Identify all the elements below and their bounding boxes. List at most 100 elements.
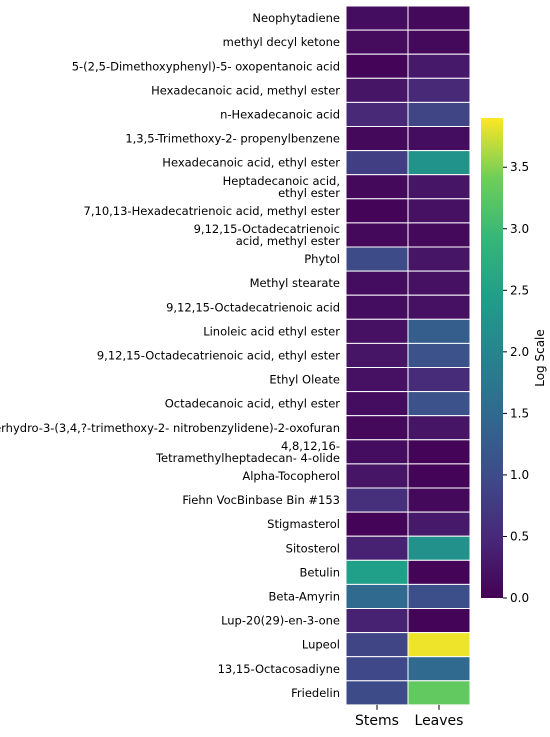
row-label: Heptadecanoic acid, ethyl ester xyxy=(223,174,341,200)
heatmap-cell xyxy=(345,246,409,272)
heatmap-cell xyxy=(345,656,409,682)
row-label: Alpha-Tocopherol xyxy=(242,469,340,483)
colorbar-tick-label: 2.0 xyxy=(510,345,529,359)
row-label: methyl decyl ketone xyxy=(223,35,340,49)
heatmap-cell xyxy=(407,535,471,561)
colorbar-tick-label: 1.0 xyxy=(510,468,529,482)
heatmap-cell xyxy=(345,415,409,441)
column-labels: Stems Leaves xyxy=(355,704,464,729)
heatmap-cell xyxy=(345,174,409,200)
row-label-line: Heptadecanoic acid, xyxy=(223,174,340,188)
heatmap-cell xyxy=(345,29,409,55)
heatmap-cell xyxy=(407,270,471,296)
row-label: Betulin xyxy=(300,565,340,579)
row-label: Lupeol xyxy=(302,638,340,652)
row-label: Ethyl Oleate xyxy=(269,373,340,387)
row-label: Perhydro-3-(3,4,?-trimethoxy-2- nitroben… xyxy=(0,421,340,435)
heatmap-cell xyxy=(407,294,471,320)
heatmap-cell xyxy=(345,318,409,344)
colorbar-tick-label: 0.5 xyxy=(510,529,529,543)
heatmap-cell xyxy=(407,222,471,248)
heatmap-cell xyxy=(345,535,409,561)
heatmap-cell xyxy=(345,342,409,368)
heatmap-cell xyxy=(345,150,409,176)
row-label: 9,12,15-Octadecatrienoic acid, methyl est… xyxy=(194,222,341,248)
heatmap-cell xyxy=(407,415,471,441)
heatmap-cell xyxy=(345,198,409,224)
heatmap-cell xyxy=(407,246,471,272)
heatmap-cell xyxy=(407,318,471,344)
heatmap-cell xyxy=(407,342,471,368)
row-label-line: 9,12,15-Octadecatrienoic xyxy=(194,222,340,236)
heatmap-cell xyxy=(407,680,471,706)
heatmap-cell xyxy=(345,222,409,248)
heatmap-cell xyxy=(407,126,471,152)
row-label: n-Hexadecanoic acid xyxy=(220,107,340,121)
row-label: Methyl stearate xyxy=(250,276,340,290)
heatmap-cell xyxy=(345,367,409,393)
heatmap-cell xyxy=(345,559,409,585)
row-label-line: ethyl ester xyxy=(278,186,340,200)
heatmap-cell xyxy=(407,583,471,610)
heatmap-cell xyxy=(345,680,409,706)
colorbar-tick-label: 3.0 xyxy=(510,222,529,236)
heatmap-cell xyxy=(407,608,471,634)
row-label: 7,10,13-Hexadecatrienoic acid, methyl es… xyxy=(84,204,341,218)
heatmap-cell xyxy=(407,487,471,513)
heatmap-cell xyxy=(345,583,409,610)
heatmap-cell xyxy=(407,632,471,658)
heatmap-cell xyxy=(407,198,471,224)
row-label-line: acid, methyl ester xyxy=(236,234,341,248)
heatmap-cell xyxy=(407,101,471,128)
row-label: Fiehn VocBinbase Bin #153 xyxy=(182,493,340,507)
heatmap-cell xyxy=(345,126,409,152)
row-label: Octadecanoic acid, ethyl ester xyxy=(165,397,341,411)
heatmap-cell xyxy=(345,294,409,320)
row-label: Beta-Amyrin xyxy=(268,589,340,603)
heatmap-cell xyxy=(345,439,409,465)
row-label: Hexadecanoic acid, methyl ester xyxy=(151,83,340,97)
heatmap-cell xyxy=(345,391,409,417)
row-label: Phytol xyxy=(304,252,340,266)
colorbar-ticks: 0.0 0.5 1.0 1.5 2.0 2.5 3.0 3.5 xyxy=(503,160,529,605)
row-label: 4,8,12,16-Tetramethylheptadecan- 4-olide xyxy=(155,439,340,465)
colorbar-gradient xyxy=(481,118,503,598)
heatmap-cell xyxy=(345,77,409,103)
colorbar-title: Log Scale xyxy=(533,329,547,387)
colorbar-tick-label: 1.5 xyxy=(510,406,529,420)
colorbar: 0.0 0.5 1.0 1.5 2.0 2.5 3.0 3.5 Log Scale xyxy=(481,118,547,605)
heatmap-cell xyxy=(345,463,409,489)
row-label: 9,12,15-Octadecatrienoic acid, ethyl est… xyxy=(97,348,340,362)
colorbar-tick-label: 2.5 xyxy=(510,283,529,297)
heatmap-cell xyxy=(407,511,471,537)
row-label: Linoleic acid ethyl ester xyxy=(203,324,340,338)
heatmap-cell xyxy=(345,5,409,31)
row-label: Friedelin xyxy=(291,686,340,700)
heatmap-cell xyxy=(345,511,409,537)
heatmap-cells xyxy=(345,5,471,706)
heatmap-cell xyxy=(407,5,471,31)
row-label-line: Tetramethylheptadecan- 4-olide xyxy=(155,451,340,465)
colorbar-tick-label: 0.0 xyxy=(510,591,529,605)
row-label: 13,15-Octacosadiyne xyxy=(218,662,340,676)
column-label: Leaves xyxy=(415,713,464,729)
heatmap-cell xyxy=(407,463,471,489)
column-label: Stems xyxy=(355,713,399,729)
heatmap-cell xyxy=(407,53,471,79)
heatmap-cell xyxy=(407,174,471,200)
heatmap-cell xyxy=(407,150,471,176)
row-label-line: 4,8,12,16- xyxy=(281,439,340,453)
heatmap-cell xyxy=(345,101,409,128)
heatmap-cell xyxy=(407,77,471,103)
heatmap-cell xyxy=(407,29,471,55)
heatmap-cell xyxy=(407,656,471,682)
heatmap-cell xyxy=(407,559,471,585)
heatmap-cell xyxy=(345,608,409,634)
heatmap-cell xyxy=(407,367,471,393)
row-label: Sitosterol xyxy=(286,541,340,555)
heatmap-cell xyxy=(345,53,409,79)
heatmap-cell xyxy=(407,439,471,465)
row-label: Hexadecanoic acid, ethyl ester xyxy=(162,156,340,170)
heatmap-cell xyxy=(407,391,471,417)
